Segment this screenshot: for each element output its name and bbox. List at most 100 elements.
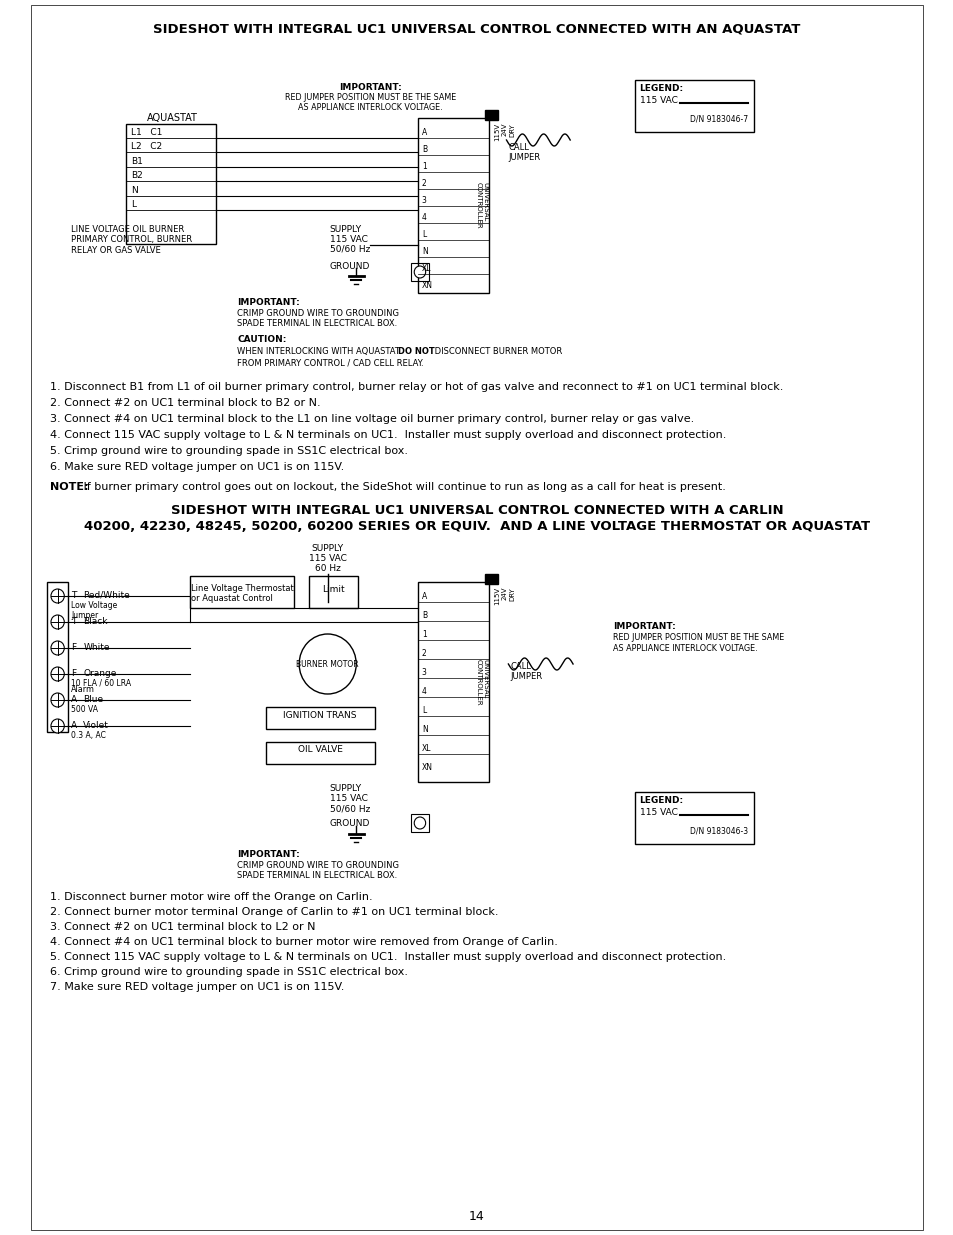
Text: AS APPLIANCE INTERLOCK VOLTAGE.: AS APPLIANCE INTERLOCK VOLTAGE.	[298, 103, 442, 112]
Text: B: B	[421, 611, 427, 620]
Text: 4. Connect #4 on UC1 terminal block to burner motor wire removed from Orange of : 4. Connect #4 on UC1 terminal block to b…	[50, 937, 558, 947]
Text: 115V: 115V	[494, 124, 499, 141]
Text: B2: B2	[131, 170, 142, 180]
Text: A: A	[71, 721, 77, 730]
Text: 3. Connect #2 on UC1 terminal block to L2 or N: 3. Connect #2 on UC1 terminal block to L…	[50, 923, 315, 932]
Text: AQUASTAT: AQUASTAT	[147, 112, 197, 124]
Text: L: L	[421, 230, 426, 240]
Text: SPADE TERMINAL IN ELECTRICAL BOX.: SPADE TERMINAL IN ELECTRICAL BOX.	[237, 319, 397, 329]
Text: 24V: 24V	[501, 587, 507, 600]
Text: 115V: 115V	[494, 587, 499, 605]
Text: CALL
JUMPER: CALL JUMPER	[508, 143, 540, 162]
Text: 4. Connect 115 VAC supply voltage to L & N terminals on UC1.  Installer must sup: 4. Connect 115 VAC supply voltage to L &…	[50, 430, 725, 440]
Text: 3: 3	[421, 668, 426, 677]
Text: 4: 4	[421, 212, 426, 222]
Text: 115 VAC: 115 VAC	[639, 96, 677, 105]
Text: 5. Crimp ground wire to grounding spade in SS1C electrical box.: 5. Crimp ground wire to grounding spade …	[50, 446, 408, 456]
Text: 1: 1	[421, 630, 426, 638]
Text: 0.3 A, AC: 0.3 A, AC	[71, 731, 106, 740]
Circle shape	[414, 818, 425, 829]
Text: CRIMP GROUND WIRE TO GROUNDING: CRIMP GROUND WIRE TO GROUNDING	[237, 861, 399, 869]
Text: 60 Hz: 60 Hz	[314, 564, 340, 573]
Circle shape	[299, 634, 355, 694]
Text: OIL VALVE: OIL VALVE	[297, 746, 342, 755]
Bar	[417, 119, 489, 293]
Text: CALL
JUMPER: CALL JUMPER	[510, 662, 542, 682]
Text: IMPORTANT:: IMPORTANT:	[613, 622, 675, 631]
Text: UNIVERSAL
CONTROLLER: UNIVERSAL CONTROLLER	[475, 658, 488, 705]
Text: B1: B1	[131, 157, 143, 165]
Text: Alarm: Alarm	[71, 685, 95, 694]
Text: SIDESHOT WITH INTEGRAL UC1 UNIVERSAL CONTROL CONNECTED WITH A CARLIN: SIDESHOT WITH INTEGRAL UC1 UNIVERSAL CON…	[171, 504, 782, 517]
Bar	[417, 582, 489, 782]
Bar	[266, 742, 375, 764]
Text: RED JUMPER POSITION MUST BE THE SAME: RED JUMPER POSITION MUST BE THE SAME	[613, 634, 783, 642]
Bar	[484, 574, 497, 584]
Text: 3: 3	[421, 196, 426, 205]
Bar	[411, 263, 428, 282]
Text: 4: 4	[421, 687, 426, 697]
Text: DO NOT: DO NOT	[397, 347, 435, 356]
Text: Line Voltage Thermostat
or Aquastat Control: Line Voltage Thermostat or Aquastat Cont…	[191, 584, 294, 604]
Text: 2. Connect burner motor terminal Orange of Carlin to #1 on UC1 terminal block.: 2. Connect burner motor terminal Orange …	[50, 906, 498, 918]
Text: XN: XN	[421, 282, 433, 290]
Text: If burner primary control goes out on lockout, the SideShot will continue to run: If burner primary control goes out on lo…	[80, 482, 725, 492]
Text: 6. Crimp ground wire to grounding spade in SS1C electrical box.: 6. Crimp ground wire to grounding spade …	[50, 967, 408, 977]
Bar	[411, 814, 428, 832]
Text: SUPPLY: SUPPLY	[312, 543, 343, 553]
Text: Black: Black	[83, 618, 108, 626]
Circle shape	[51, 667, 64, 680]
Text: 6. Make sure RED voltage jumper on UC1 is on 115V.: 6. Make sure RED voltage jumper on UC1 i…	[50, 462, 344, 472]
Bar	[309, 576, 357, 608]
Text: 115 VAC: 115 VAC	[309, 555, 346, 563]
Text: L: L	[131, 200, 135, 209]
Text: XL: XL	[421, 264, 431, 273]
Text: T: T	[71, 618, 76, 626]
Text: 1. Disconnect B1 from L1 of oil burner primary control, burner relay or hot of g: 1. Disconnect B1 from L1 of oil burner p…	[50, 382, 782, 391]
Text: AS APPLIANCE INTERLOCK VOLTAGE.: AS APPLIANCE INTERLOCK VOLTAGE.	[613, 643, 757, 653]
Text: L1   C1: L1 C1	[131, 128, 162, 137]
Text: GROUND: GROUND	[329, 262, 370, 270]
Text: 50/60 Hz: 50/60 Hz	[329, 804, 370, 813]
Text: CAUTION:: CAUTION:	[237, 335, 287, 345]
Text: A: A	[421, 592, 427, 601]
Bar	[634, 80, 753, 132]
Text: DRY: DRY	[509, 124, 515, 137]
Text: 5. Connect 115 VAC supply voltage to L & N terminals on UC1.  Installer must sup: 5. Connect 115 VAC supply voltage to L &…	[50, 952, 725, 962]
Text: B: B	[421, 144, 427, 154]
Text: XN: XN	[421, 763, 433, 772]
Text: Red/White: Red/White	[83, 592, 130, 600]
Text: LEGEND:: LEGEND:	[639, 84, 683, 93]
Bar	[484, 110, 497, 120]
Text: DISCONNECT BURNER MOTOR: DISCONNECT BURNER MOTOR	[432, 347, 562, 356]
Text: 1: 1	[421, 162, 426, 170]
Circle shape	[51, 641, 64, 655]
Text: D/N 9183046-3: D/N 9183046-3	[689, 826, 747, 835]
Text: 500 VA: 500 VA	[71, 705, 98, 714]
Text: LEGEND:: LEGEND:	[639, 797, 683, 805]
Text: GROUND: GROUND	[329, 819, 370, 827]
Text: 2. Connect #2 on UC1 terminal block to B2 or N.: 2. Connect #2 on UC1 terminal block to B…	[50, 398, 320, 408]
Text: L2   C2: L2 C2	[131, 142, 162, 151]
Text: A: A	[421, 128, 427, 137]
Bar	[266, 706, 375, 729]
Text: 2: 2	[421, 650, 426, 658]
Circle shape	[51, 693, 64, 706]
Text: 50/60 Hz: 50/60 Hz	[329, 245, 370, 254]
Text: D/N 9183046-7: D/N 9183046-7	[689, 114, 747, 124]
Text: Orange: Orange	[83, 669, 116, 678]
Text: 1. Disconnect burner motor wire off the Orange on Carlin.: 1. Disconnect burner motor wire off the …	[50, 892, 373, 902]
Circle shape	[51, 719, 64, 734]
Text: SUPPLY: SUPPLY	[329, 225, 361, 233]
Text: BURNER MOTOR: BURNER MOTOR	[296, 659, 358, 669]
Text: WHEN INTERLOCKING WITH AQUASTAT: WHEN INTERLOCKING WITH AQUASTAT	[237, 347, 405, 356]
Text: N: N	[421, 725, 427, 734]
Text: Limit: Limit	[322, 584, 344, 594]
Text: 14: 14	[469, 1210, 484, 1223]
Bar	[190, 576, 294, 608]
Text: IMPORTANT:: IMPORTANT:	[237, 850, 300, 860]
Text: 115 VAC: 115 VAC	[329, 235, 367, 245]
Text: CRIMP GROUND WIRE TO GROUNDING: CRIMP GROUND WIRE TO GROUNDING	[237, 309, 399, 317]
Text: White: White	[83, 643, 110, 652]
Text: SIDESHOT WITH INTEGRAL UC1 UNIVERSAL CONTROL CONNECTED WITH AN AQUASTAT: SIDESHOT WITH INTEGRAL UC1 UNIVERSAL CON…	[153, 22, 800, 35]
